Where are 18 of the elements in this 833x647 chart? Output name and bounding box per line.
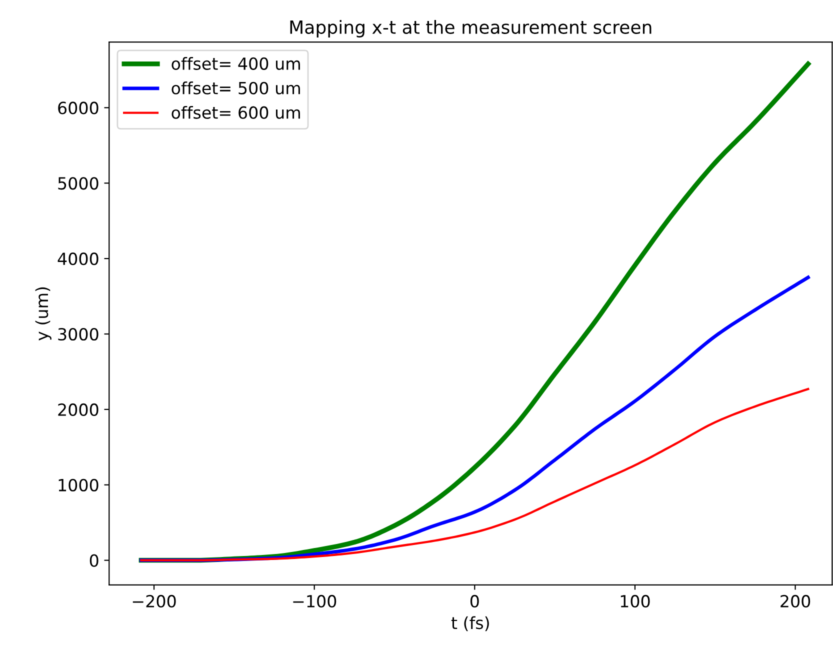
y-tick-label: 2000: [58, 403, 98, 416]
chart-title: Mapping x-t at the measurement screen: [290, 20, 652, 38]
x-tick-label: 200: [780, 594, 810, 608]
y-axis-title: y (um): [35, 287, 52, 340]
x-tick-label: −100: [293, 594, 336, 608]
legend-label: offset= 500 um: [172, 82, 300, 94]
y-tick-label: 3000: [58, 328, 98, 341]
legend-label: offset= 600 um: [172, 106, 300, 119]
x-tick-label: 0: [470, 594, 479, 608]
x-tick-label: −200: [132, 594, 176, 608]
y-tick-label: 5000: [58, 177, 98, 190]
y-tick-label: 1000: [58, 478, 98, 492]
legend-label: offset= 400 um: [172, 57, 300, 70]
y-tick-label: 0: [90, 554, 98, 567]
x-tick-label: 100: [620, 594, 650, 608]
x-axis-title: t (fs): [451, 616, 489, 632]
y-tick-label: 4000: [58, 252, 98, 266]
y-tick-label: 6000: [58, 102, 98, 114]
